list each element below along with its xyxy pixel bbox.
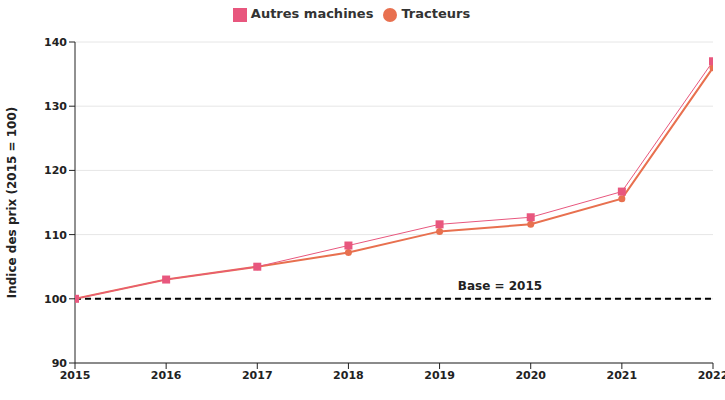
svg-text:2018: 2018 (333, 369, 364, 382)
svg-text:2020: 2020 (515, 369, 546, 382)
svg-text:100: 100 (44, 293, 67, 306)
svg-text:130: 130 (44, 100, 67, 113)
svg-text:2022: 2022 (698, 369, 717, 382)
svg-text:2017: 2017 (242, 369, 273, 382)
svg-text:2021: 2021 (607, 369, 638, 382)
svg-text:2015: 2015 (60, 369, 91, 382)
html-text:Autres machines: Autres machines (250, 6, 374, 21)
html-text:Tracteurs: Tracteurs (401, 6, 471, 21)
svg-text:Base = 2015: Base = 2015 (458, 279, 542, 293)
svg-text:110: 110 (44, 229, 67, 242)
svg-text:2016: 2016 (151, 369, 182, 382)
svg-text:120: 120 (44, 164, 67, 177)
svg-text:Indice des prix (2015 = 100): Indice des prix (2015 = 100) (8, 107, 19, 299)
svg-text:90: 90 (52, 357, 68, 370)
svg-text:140: 140 (44, 36, 67, 49)
svg-text:2019: 2019 (424, 369, 455, 382)
